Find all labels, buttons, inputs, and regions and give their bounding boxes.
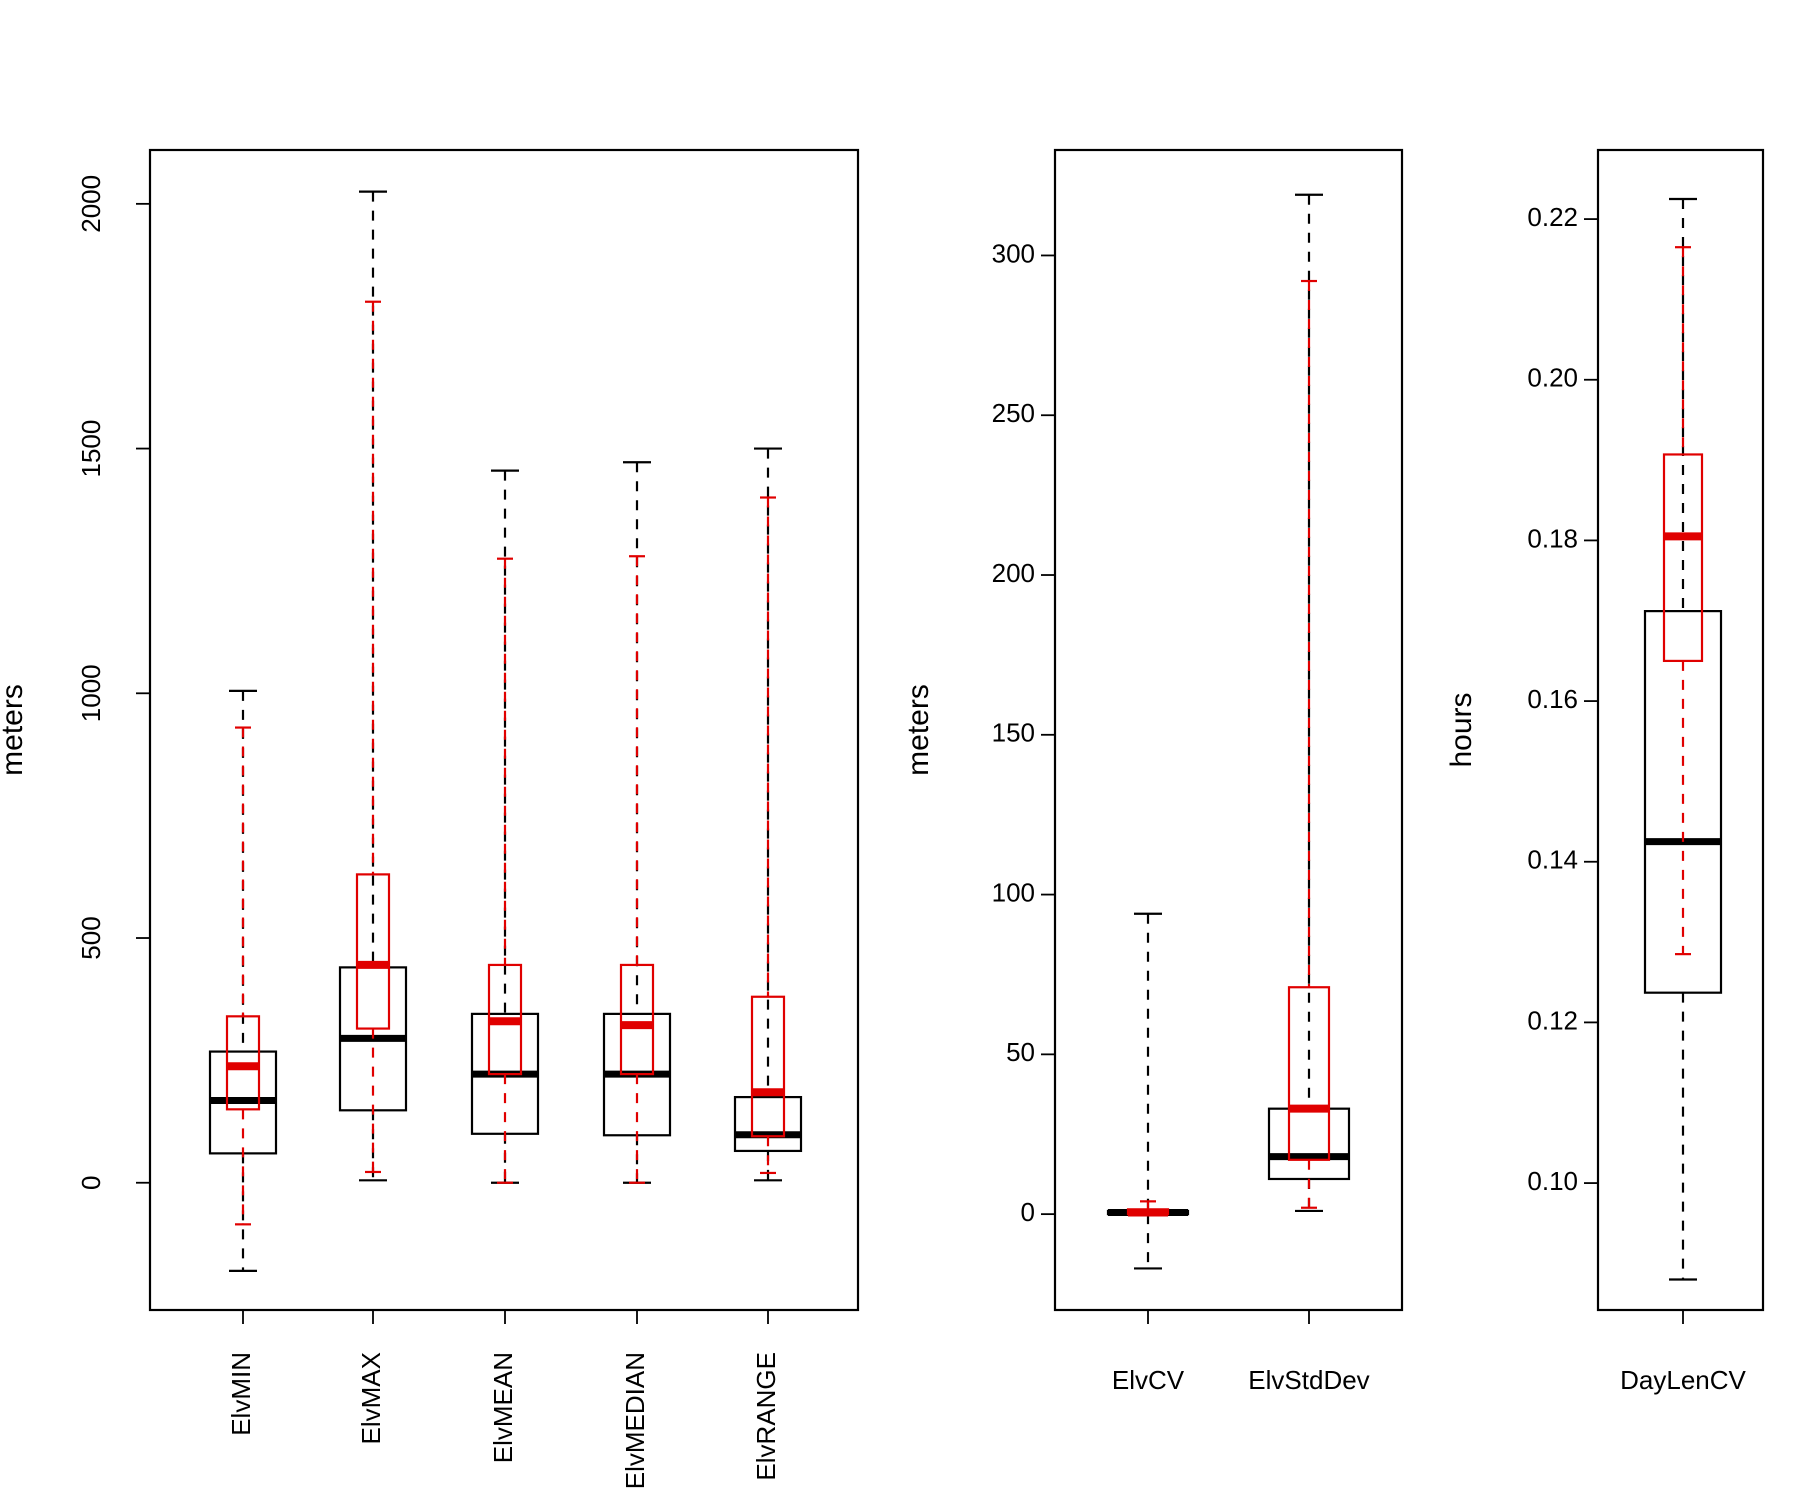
y-tick-label: 150 [992,718,1035,748]
y-tick-label: 0 [76,1176,106,1190]
y-tick-label: 1500 [76,420,106,478]
panel-elevation: 0 500 1000 1500 2000 meters ElvMIN ElvMAX ElvMEA… [0,148,860,1489]
y-axis-label: meters [0,684,29,776]
y-tick-label: 0.16 [1527,684,1578,714]
panel-day-length: 0.10 0.12 0.14 0.16 0.18 0.20 0.22 hours DayLenC… [1445,148,1765,1395]
subset-box-elvrange [750,496,786,1175]
y-tick-label: 0.18 [1527,523,1578,553]
x-tick-label-elvmin: ElvMIN [226,1352,256,1436]
x-tick-label-elvmean: ElvMEAN [488,1352,518,1463]
y-axis-label: meters [902,684,935,776]
subset-box-elvstddev [1287,279,1331,1209]
box-iqr [619,963,655,1076]
plot-frame [1596,148,1765,1312]
y-tick-label: 0.12 [1527,1005,1578,1035]
x-tick-label-elvcv: ElvCV [1112,1365,1185,1395]
box-iqr [1643,610,1723,994]
y-axis-label: hours [1445,692,1478,767]
y-tick-label: 0.10 [1527,1166,1578,1196]
panel-elevation-variability: 0 50 100 150 200 250 300 meters ElvCV ElvStdDev [902,148,1404,1395]
x-tick-label-elvmax: ElvMAX [356,1352,386,1444]
plot-frame [148,148,860,1312]
subset-box-elvmax [355,300,391,1174]
subset-box-elvmean [487,557,523,1184]
plot-frame [1053,148,1404,1312]
y-tick-label: 300 [992,238,1035,268]
subset-box-elvcv [1126,1200,1170,1217]
y-tick-label: 2000 [76,175,106,233]
y-tick-label: 100 [992,877,1035,907]
box-iqr [355,873,391,1030]
subset-box-elvmedian [619,555,655,1184]
subset-box-elvmin [225,726,261,1226]
y-tick-label: 0.22 [1527,202,1578,232]
y-tick-label: 500 [76,916,106,959]
y-tick-label: 50 [1006,1037,1035,1067]
y-tick-label: 250 [992,398,1035,428]
y-tick-label: 1000 [76,664,106,722]
x-tick-label-elvrange: ElvRANGE [751,1352,781,1481]
x-tick-label-daylencv: DayLenCV [1620,1365,1746,1395]
y-tick-label: 0.20 [1527,363,1578,393]
x-tick-label-elvstddev: ElvStdDev [1248,1365,1369,1395]
y-tick-label: 0.14 [1527,845,1578,875]
y-tick-label: 200 [992,558,1035,588]
box-iqr [733,1095,803,1153]
box-iqr [1287,986,1331,1161]
box-iqr [750,995,786,1138]
x-tick-label-elvmedian: ElvMEDIAN [620,1352,650,1489]
subset-box-daylencv [1662,246,1704,956]
y-tick-label: 0 [1021,1197,1035,1227]
box-iqr [1662,453,1704,663]
